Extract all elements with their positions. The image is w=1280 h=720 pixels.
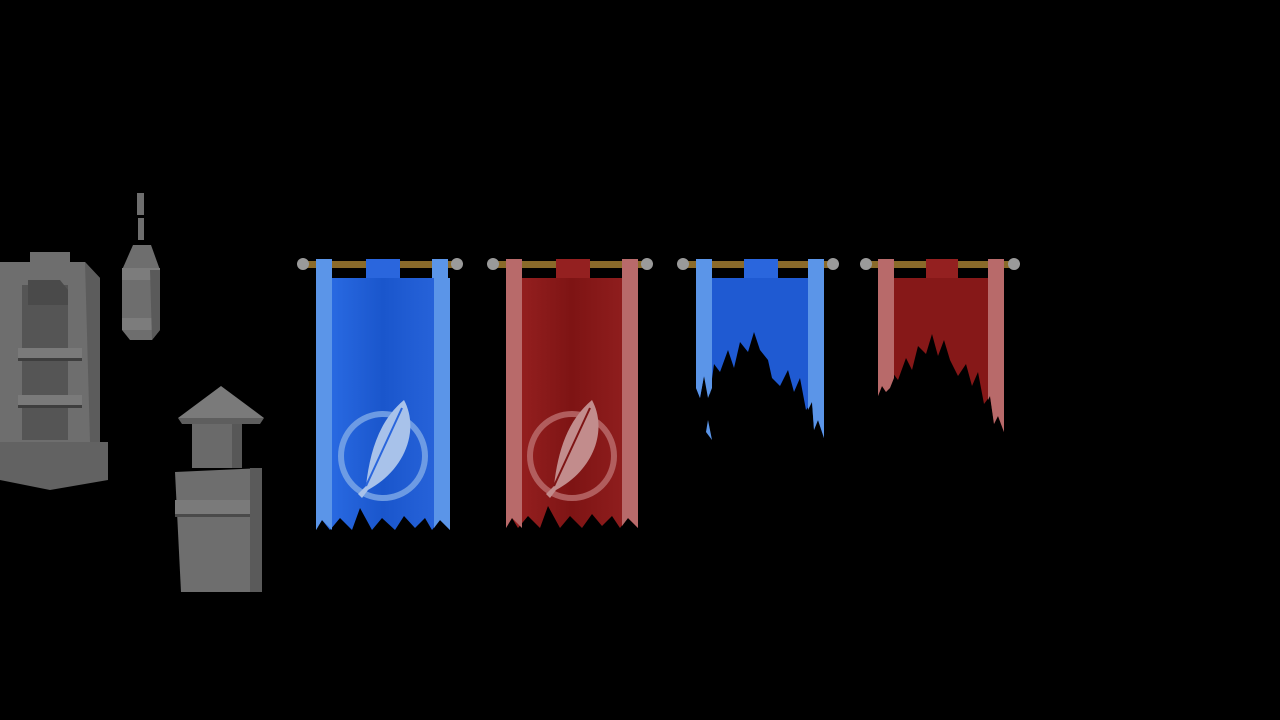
rod-finial xyxy=(641,258,653,270)
rod-finial xyxy=(860,258,872,270)
rod-finial xyxy=(487,258,499,270)
feather-icon xyxy=(527,400,617,501)
rod-finial xyxy=(677,258,689,270)
feather-icon xyxy=(338,400,428,501)
rod-finial xyxy=(451,258,463,270)
rod-finial xyxy=(297,258,309,270)
rod-finial xyxy=(827,258,839,270)
rod-finial xyxy=(1008,258,1020,270)
